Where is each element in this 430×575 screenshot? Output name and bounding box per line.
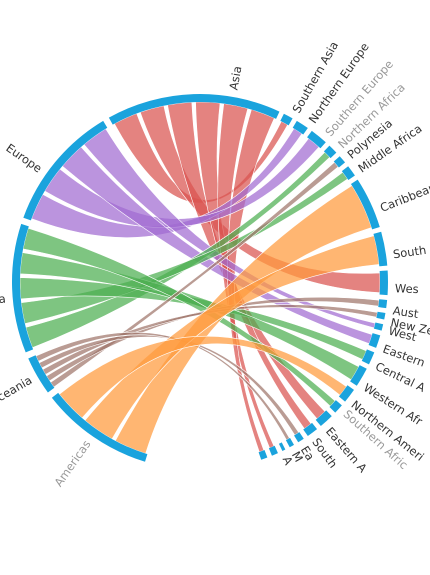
arc-s-africa bbox=[329, 400, 342, 413]
arc-n-america bbox=[338, 385, 355, 402]
arc-oceania bbox=[28, 355, 55, 393]
ribbon-layer bbox=[19, 101, 381, 454]
arc-caribbean bbox=[350, 179, 380, 230]
ribbon-africa-mid-africa bbox=[20, 171, 349, 325]
arc-nz bbox=[376, 311, 386, 320]
arc-polynesia bbox=[333, 156, 346, 168]
ribbon-oceania-ea bbox=[38, 334, 300, 436]
arc-s-asia bbox=[280, 113, 293, 126]
label-americas: Americas bbox=[51, 437, 93, 489]
label-west: Wes bbox=[395, 281, 419, 296]
label-west2: West bbox=[387, 324, 418, 345]
arc-tiny2 bbox=[258, 450, 268, 460]
arc-central bbox=[361, 349, 375, 365]
arc-layer bbox=[11, 94, 388, 462]
label-australia: Aust bbox=[392, 303, 420, 321]
arc-m bbox=[285, 437, 294, 448]
label-asia: Asia bbox=[226, 65, 244, 91]
arc-tiny1 bbox=[268, 445, 278, 456]
arc-a-small bbox=[278, 442, 286, 451]
arc-europe bbox=[23, 120, 108, 221]
label-europe: Europe bbox=[3, 141, 44, 176]
arc-eastern bbox=[368, 333, 381, 348]
label-a-small: A bbox=[280, 454, 296, 467]
arc-n-europe bbox=[292, 120, 308, 135]
label-africa: Africa bbox=[0, 292, 6, 309]
label-oceania: Oceania bbox=[0, 373, 34, 409]
arc-australia bbox=[378, 299, 388, 309]
ribbon-europe-west2 bbox=[83, 128, 376, 329]
arc-south bbox=[373, 231, 388, 267]
label-caribbean: Caribbean bbox=[378, 180, 430, 215]
arc-e-asia bbox=[315, 410, 332, 427]
arc-western-af bbox=[350, 365, 367, 386]
label-south: South bbox=[392, 243, 427, 262]
arc-n-africa bbox=[323, 145, 337, 159]
arc-africa bbox=[11, 223, 34, 353]
arc-west2 bbox=[373, 322, 384, 331]
arc-americas bbox=[51, 392, 148, 462]
arc-ea bbox=[294, 432, 304, 443]
arc-south-b bbox=[303, 422, 318, 437]
arc-west bbox=[379, 270, 388, 296]
arc-asia bbox=[108, 94, 280, 125]
label-ea: Ea bbox=[298, 443, 317, 463]
arc-mid-africa bbox=[341, 166, 355, 181]
arc-s-europe bbox=[307, 130, 326, 149]
